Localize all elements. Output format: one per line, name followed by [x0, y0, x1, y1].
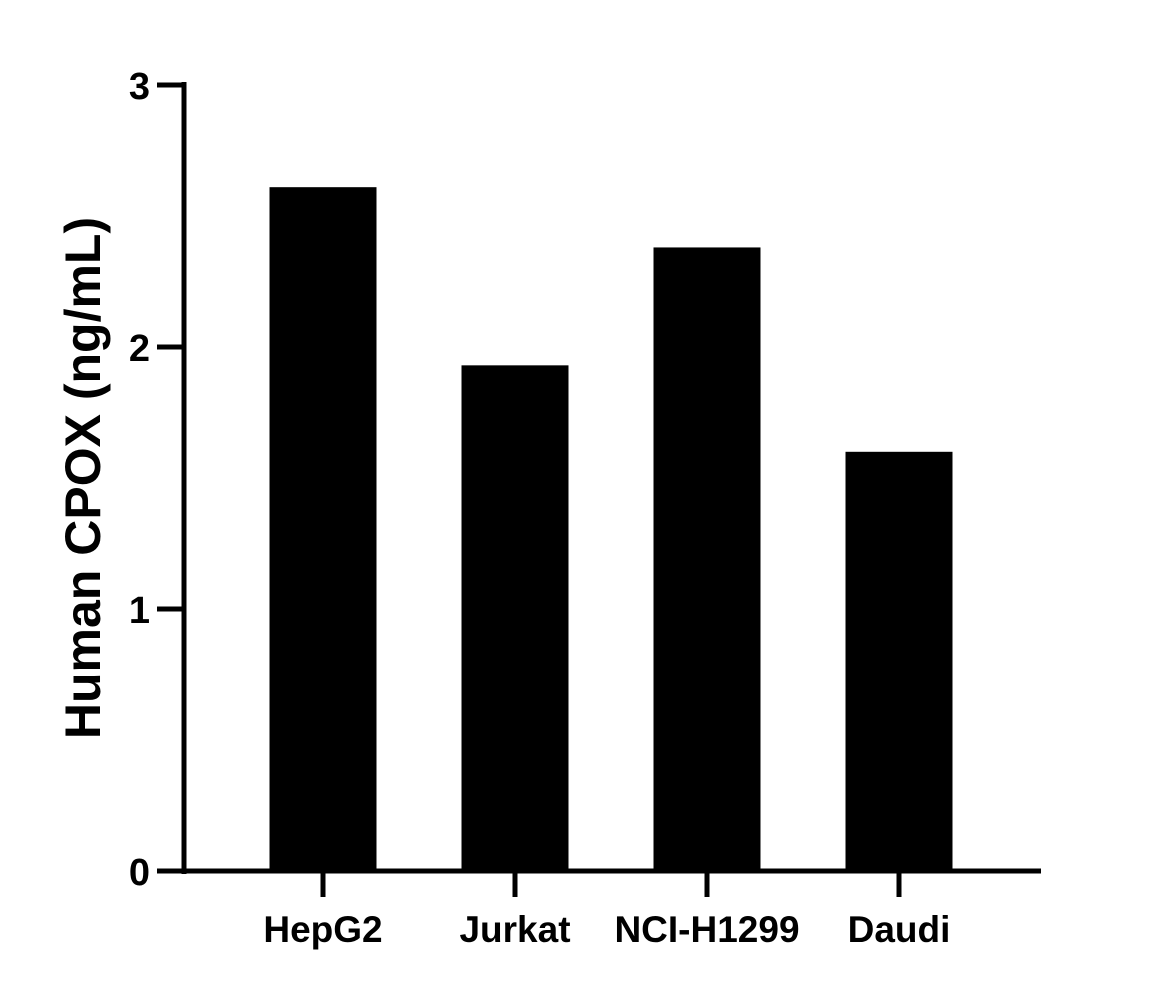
- bar-hepg2: [269, 187, 377, 871]
- y-ticks: 0 1 2 3: [129, 66, 184, 894]
- bar-jurkat: [461, 365, 569, 871]
- x-tick-label: NCI-H1299: [614, 909, 799, 950]
- y-axis-label: Human CPOX (ng/mL): [55, 217, 111, 739]
- y-tick-label: 3: [129, 66, 150, 108]
- y-tick-label: 1: [129, 590, 150, 632]
- x-tick-label: Jurkat: [459, 909, 570, 950]
- x-tick-label: HepG2: [263, 909, 382, 950]
- x-tick-label: Daudi: [848, 909, 951, 950]
- bar-daudi: [845, 451, 953, 871]
- x-ticks: HepG2 Jurkat NCI-H1299 Daudi: [263, 871, 950, 950]
- y-tick-label: 0: [129, 852, 150, 894]
- bar-nci-h1299: [653, 247, 761, 871]
- y-tick-label: 2: [129, 328, 150, 370]
- bars: [269, 187, 953, 871]
